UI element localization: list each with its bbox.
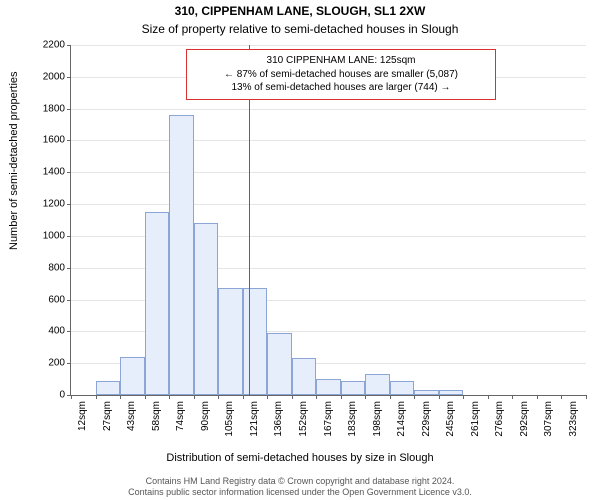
ytick-mark <box>67 45 71 46</box>
ytick-mark <box>67 77 71 78</box>
xtick-label: 74sqm <box>175 401 186 431</box>
ytick-mark <box>67 140 71 141</box>
xtick-label: 183sqm <box>347 401 358 437</box>
ytick-label: 400 <box>48 326 65 337</box>
xtick-label: 323sqm <box>568 401 579 437</box>
xtick-label: 307sqm <box>543 401 554 437</box>
xtick-label: 229sqm <box>421 401 432 437</box>
ytick-mark <box>67 331 71 332</box>
xtick-mark <box>243 395 244 399</box>
histogram-bar <box>316 379 341 395</box>
xtick-label: 105sqm <box>224 401 235 437</box>
x-axis-label: Distribution of semi-detached houses by … <box>0 452 600 464</box>
xtick-mark <box>586 395 587 399</box>
histogram-bar <box>194 223 219 395</box>
xtick-label: 167sqm <box>323 401 334 437</box>
y-axis-label: Number of semi-detached properties <box>8 71 20 250</box>
ytick-label: 1200 <box>43 199 65 210</box>
ytick-label: 0 <box>59 390 65 401</box>
histogram-bar <box>341 381 366 395</box>
xtick-label: 276sqm <box>494 401 505 437</box>
chart-container: 310, CIPPENHAM LANE, SLOUGH, SL1 2XW Siz… <box>0 0 600 500</box>
ytick-label: 600 <box>48 294 65 305</box>
chart-title-line2: Size of property relative to semi-detach… <box>0 22 600 36</box>
xtick-mark <box>537 395 538 399</box>
ytick-label: 1600 <box>43 135 65 146</box>
histogram-bar <box>169 115 194 395</box>
footer-line2: Contains public sector information licen… <box>0 487 600 498</box>
xtick-mark <box>390 395 391 399</box>
xtick-label: 261sqm <box>470 401 481 437</box>
xtick-mark <box>365 395 366 399</box>
ytick-label: 1800 <box>43 103 65 114</box>
ytick-label: 200 <box>48 358 65 369</box>
histogram-bar <box>120 357 145 395</box>
gridline-h <box>71 172 586 173</box>
ytick-mark <box>67 172 71 173</box>
ytick-mark <box>67 268 71 269</box>
callout-line3: 13% of semi-detached houses are larger (… <box>193 81 489 95</box>
ytick-mark <box>67 363 71 364</box>
histogram-bar <box>390 381 415 395</box>
xtick-mark <box>267 395 268 399</box>
xtick-label: 90sqm <box>200 401 211 431</box>
histogram-bar <box>243 288 268 395</box>
xtick-label: 58sqm <box>151 401 162 431</box>
histogram-bar <box>414 390 439 395</box>
ytick-label: 2000 <box>43 71 65 82</box>
xtick-mark <box>561 395 562 399</box>
histogram-bar <box>292 358 317 395</box>
xtick-label: 292sqm <box>519 401 530 437</box>
gridline-h <box>71 109 586 110</box>
xtick-mark <box>439 395 440 399</box>
xtick-mark <box>96 395 97 399</box>
histogram-bar <box>145 212 170 395</box>
xtick-mark <box>120 395 121 399</box>
ytick-mark <box>67 300 71 301</box>
xtick-mark <box>145 395 146 399</box>
xtick-mark <box>414 395 415 399</box>
gridline-h <box>71 204 586 205</box>
xtick-mark <box>512 395 513 399</box>
xtick-mark <box>169 395 170 399</box>
xtick-mark <box>316 395 317 399</box>
xtick-mark <box>341 395 342 399</box>
callout-line1: 310 CIPPENHAM LANE: 125sqm <box>193 54 489 68</box>
callout-line2: ← 87% of semi-detached houses are smalle… <box>193 68 489 82</box>
xtick-label: 43sqm <box>126 401 137 431</box>
xtick-label: 27sqm <box>102 401 113 431</box>
xtick-mark <box>194 395 195 399</box>
xtick-mark <box>218 395 219 399</box>
xtick-mark <box>71 395 72 399</box>
xtick-label: 198sqm <box>372 401 383 437</box>
ytick-label: 1400 <box>43 167 65 178</box>
ytick-mark <box>67 109 71 110</box>
xtick-label: 121sqm <box>249 401 260 437</box>
ytick-label: 800 <box>48 262 65 273</box>
histogram-bar <box>267 333 292 395</box>
xtick-label: 214sqm <box>396 401 407 437</box>
footer-line1: Contains HM Land Registry data © Crown c… <box>0 476 600 487</box>
chart-title-line1: 310, CIPPENHAM LANE, SLOUGH, SL1 2XW <box>0 4 600 18</box>
ytick-mark <box>67 204 71 205</box>
gridline-h <box>71 140 586 141</box>
xtick-label: 12sqm <box>77 401 88 431</box>
ytick-mark <box>67 236 71 237</box>
xtick-label: 136sqm <box>273 401 284 437</box>
xtick-label: 245sqm <box>445 401 456 437</box>
xtick-mark <box>488 395 489 399</box>
histogram-bar <box>218 288 243 395</box>
xtick-label: 152sqm <box>298 401 309 437</box>
xtick-mark <box>292 395 293 399</box>
histogram-bar <box>96 381 121 395</box>
xtick-mark <box>463 395 464 399</box>
histogram-bar <box>439 390 464 395</box>
ytick-label: 1000 <box>43 230 65 241</box>
callout-box: 310 CIPPENHAM LANE: 125sqm ← 87% of semi… <box>186 49 496 100</box>
gridline-h <box>71 45 586 46</box>
ytick-label: 2200 <box>43 40 65 51</box>
plot-area: 0200400600800100012001400160018002000220… <box>70 45 586 396</box>
histogram-bar <box>365 374 390 395</box>
footer-attribution: Contains HM Land Registry data © Crown c… <box>0 476 600 499</box>
